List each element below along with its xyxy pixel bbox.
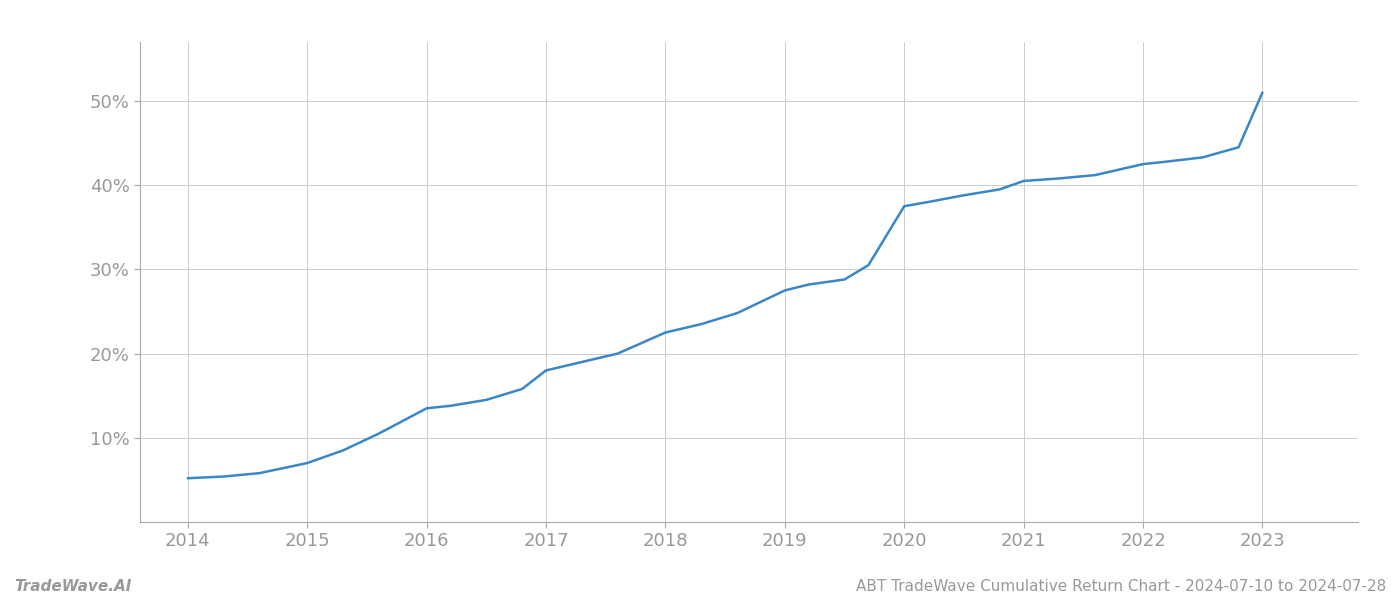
Text: ABT TradeWave Cumulative Return Chart - 2024-07-10 to 2024-07-28: ABT TradeWave Cumulative Return Chart - …: [855, 579, 1386, 594]
Text: TradeWave.AI: TradeWave.AI: [14, 579, 132, 594]
